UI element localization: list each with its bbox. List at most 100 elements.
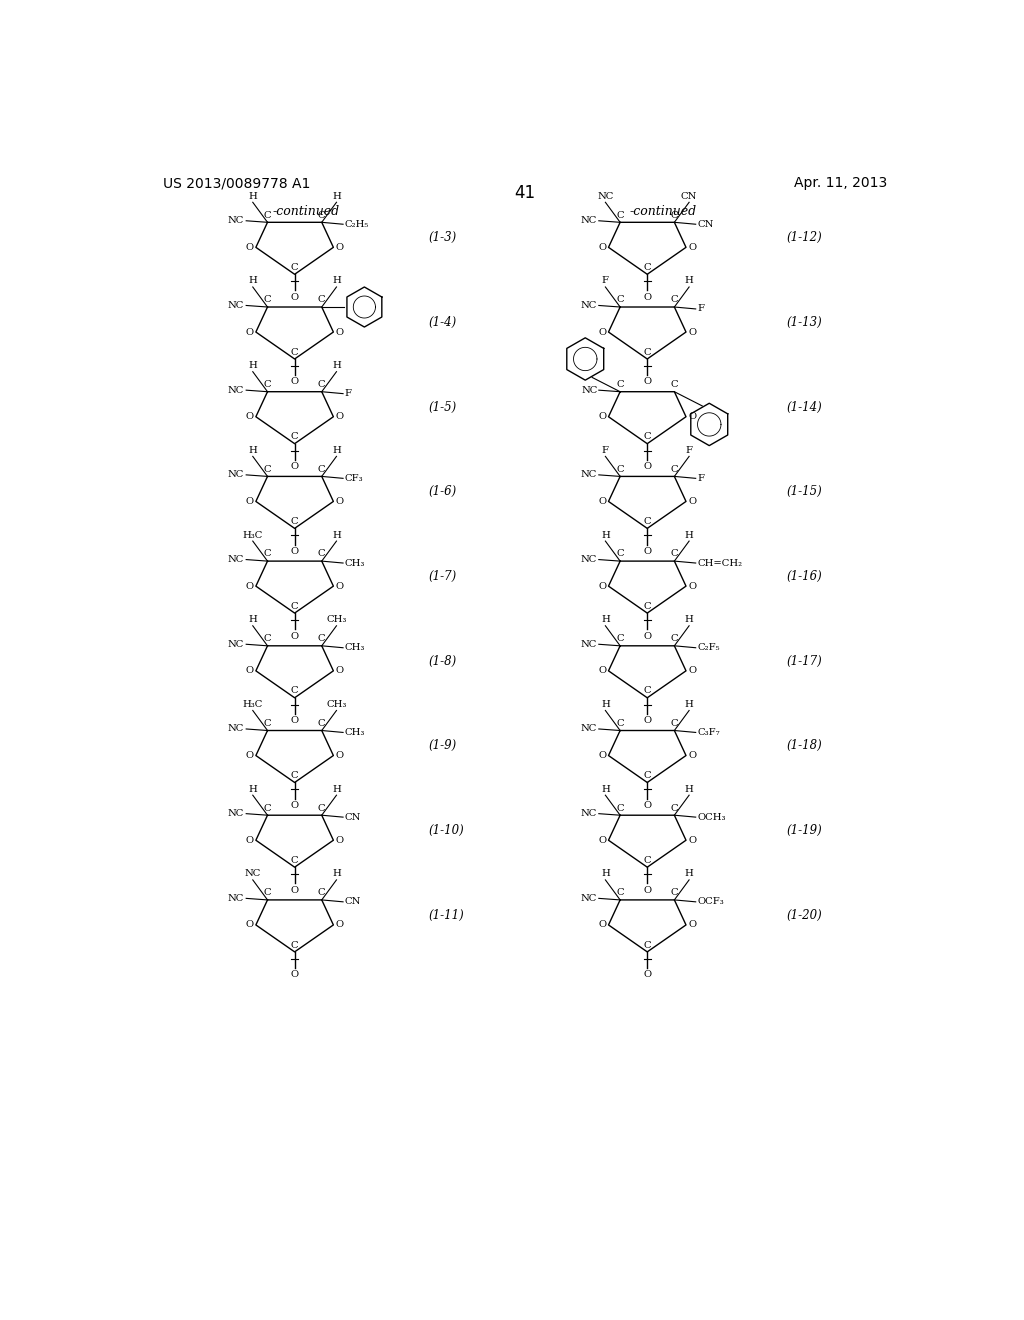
Text: C: C xyxy=(291,771,298,780)
Text: C: C xyxy=(616,804,624,813)
Text: C: C xyxy=(291,686,298,696)
Text: C: C xyxy=(616,634,624,643)
Text: H: H xyxy=(332,191,341,201)
Text: NC: NC xyxy=(227,640,244,648)
Text: H: H xyxy=(249,276,257,285)
Text: F: F xyxy=(697,305,705,313)
Text: C: C xyxy=(264,211,271,219)
Text: CF₃: CF₃ xyxy=(345,474,364,483)
Text: O: O xyxy=(598,582,606,590)
Text: O: O xyxy=(291,801,299,810)
Text: O: O xyxy=(246,582,254,590)
Text: O: O xyxy=(643,378,651,387)
Text: H: H xyxy=(249,191,257,201)
Text: O: O xyxy=(598,836,606,845)
Text: C: C xyxy=(671,804,678,813)
Text: H: H xyxy=(685,276,693,285)
Text: O: O xyxy=(291,631,299,640)
Text: (1-5): (1-5) xyxy=(429,400,457,413)
Text: NC: NC xyxy=(581,640,597,648)
Text: (1-3): (1-3) xyxy=(429,231,457,244)
Text: US 2013/0089778 A1: US 2013/0089778 A1 xyxy=(163,176,310,190)
Text: NC: NC xyxy=(581,894,597,903)
Text: H: H xyxy=(601,784,609,793)
Text: O: O xyxy=(291,970,299,979)
Text: O: O xyxy=(643,801,651,810)
Text: (1-20): (1-20) xyxy=(786,908,822,921)
Text: C: C xyxy=(616,549,624,558)
Text: (1-18): (1-18) xyxy=(786,739,822,752)
Text: H: H xyxy=(332,784,341,793)
Text: O: O xyxy=(598,327,606,337)
Text: O: O xyxy=(643,293,651,302)
Text: C: C xyxy=(616,719,624,727)
Text: C: C xyxy=(317,465,326,474)
Text: C: C xyxy=(291,263,298,272)
Text: C: C xyxy=(616,380,624,389)
Text: O: O xyxy=(688,836,696,845)
Text: C: C xyxy=(671,634,678,643)
Text: C: C xyxy=(264,888,271,898)
Text: O: O xyxy=(643,546,651,556)
Text: H: H xyxy=(685,870,693,878)
Text: C: C xyxy=(643,517,651,527)
Text: O: O xyxy=(291,378,299,387)
Text: O: O xyxy=(643,970,651,979)
Text: O: O xyxy=(291,293,299,302)
Text: H: H xyxy=(332,276,341,285)
Text: (1-4): (1-4) xyxy=(429,315,457,329)
Text: O: O xyxy=(336,412,344,421)
Text: H: H xyxy=(249,362,257,370)
Text: C: C xyxy=(671,888,678,898)
Text: (1-14): (1-14) xyxy=(786,400,822,413)
Text: CH₃: CH₃ xyxy=(345,558,365,568)
Text: O: O xyxy=(291,546,299,556)
Text: -continued: -continued xyxy=(272,205,340,218)
Text: (1-9): (1-9) xyxy=(429,739,457,752)
Text: C: C xyxy=(291,347,298,356)
Text: NC: NC xyxy=(245,870,261,878)
Text: O: O xyxy=(688,582,696,590)
Text: O: O xyxy=(688,327,696,337)
Text: O: O xyxy=(246,496,254,506)
Text: C: C xyxy=(616,465,624,474)
Text: O: O xyxy=(336,920,344,929)
Text: O: O xyxy=(246,412,254,421)
Text: F: F xyxy=(345,389,351,399)
Text: CH₃: CH₃ xyxy=(345,727,365,737)
Text: NC: NC xyxy=(227,216,244,226)
Text: C: C xyxy=(643,855,651,865)
Text: C₃F₇: C₃F₇ xyxy=(697,727,720,737)
Text: C: C xyxy=(317,719,326,727)
Text: C: C xyxy=(671,549,678,558)
Text: NC: NC xyxy=(227,470,244,479)
Text: C: C xyxy=(671,211,678,219)
Text: CH₃: CH₃ xyxy=(327,700,347,709)
Text: C: C xyxy=(643,686,651,696)
Text: C: C xyxy=(643,263,651,272)
Text: C: C xyxy=(264,296,271,305)
Text: CH₃: CH₃ xyxy=(327,615,347,624)
Text: NC: NC xyxy=(581,301,597,310)
Text: C: C xyxy=(671,380,678,389)
Text: H: H xyxy=(601,531,609,540)
Text: O: O xyxy=(291,886,299,895)
Text: O: O xyxy=(336,327,344,337)
Text: O: O xyxy=(336,836,344,845)
Text: C: C xyxy=(616,211,624,219)
Text: C: C xyxy=(643,941,651,949)
Text: O: O xyxy=(688,920,696,929)
Text: H: H xyxy=(601,870,609,878)
Text: F: F xyxy=(686,446,692,455)
Text: O: O xyxy=(336,243,344,252)
Text: H: H xyxy=(249,784,257,793)
Text: C: C xyxy=(264,719,271,727)
Text: O: O xyxy=(598,496,606,506)
Text: C: C xyxy=(317,211,326,219)
Text: NC: NC xyxy=(581,216,597,226)
Text: (1-17): (1-17) xyxy=(786,655,822,668)
Text: NC: NC xyxy=(582,385,598,395)
Text: C: C xyxy=(317,549,326,558)
Text: (1-10): (1-10) xyxy=(429,824,465,837)
Text: H: H xyxy=(249,615,257,624)
